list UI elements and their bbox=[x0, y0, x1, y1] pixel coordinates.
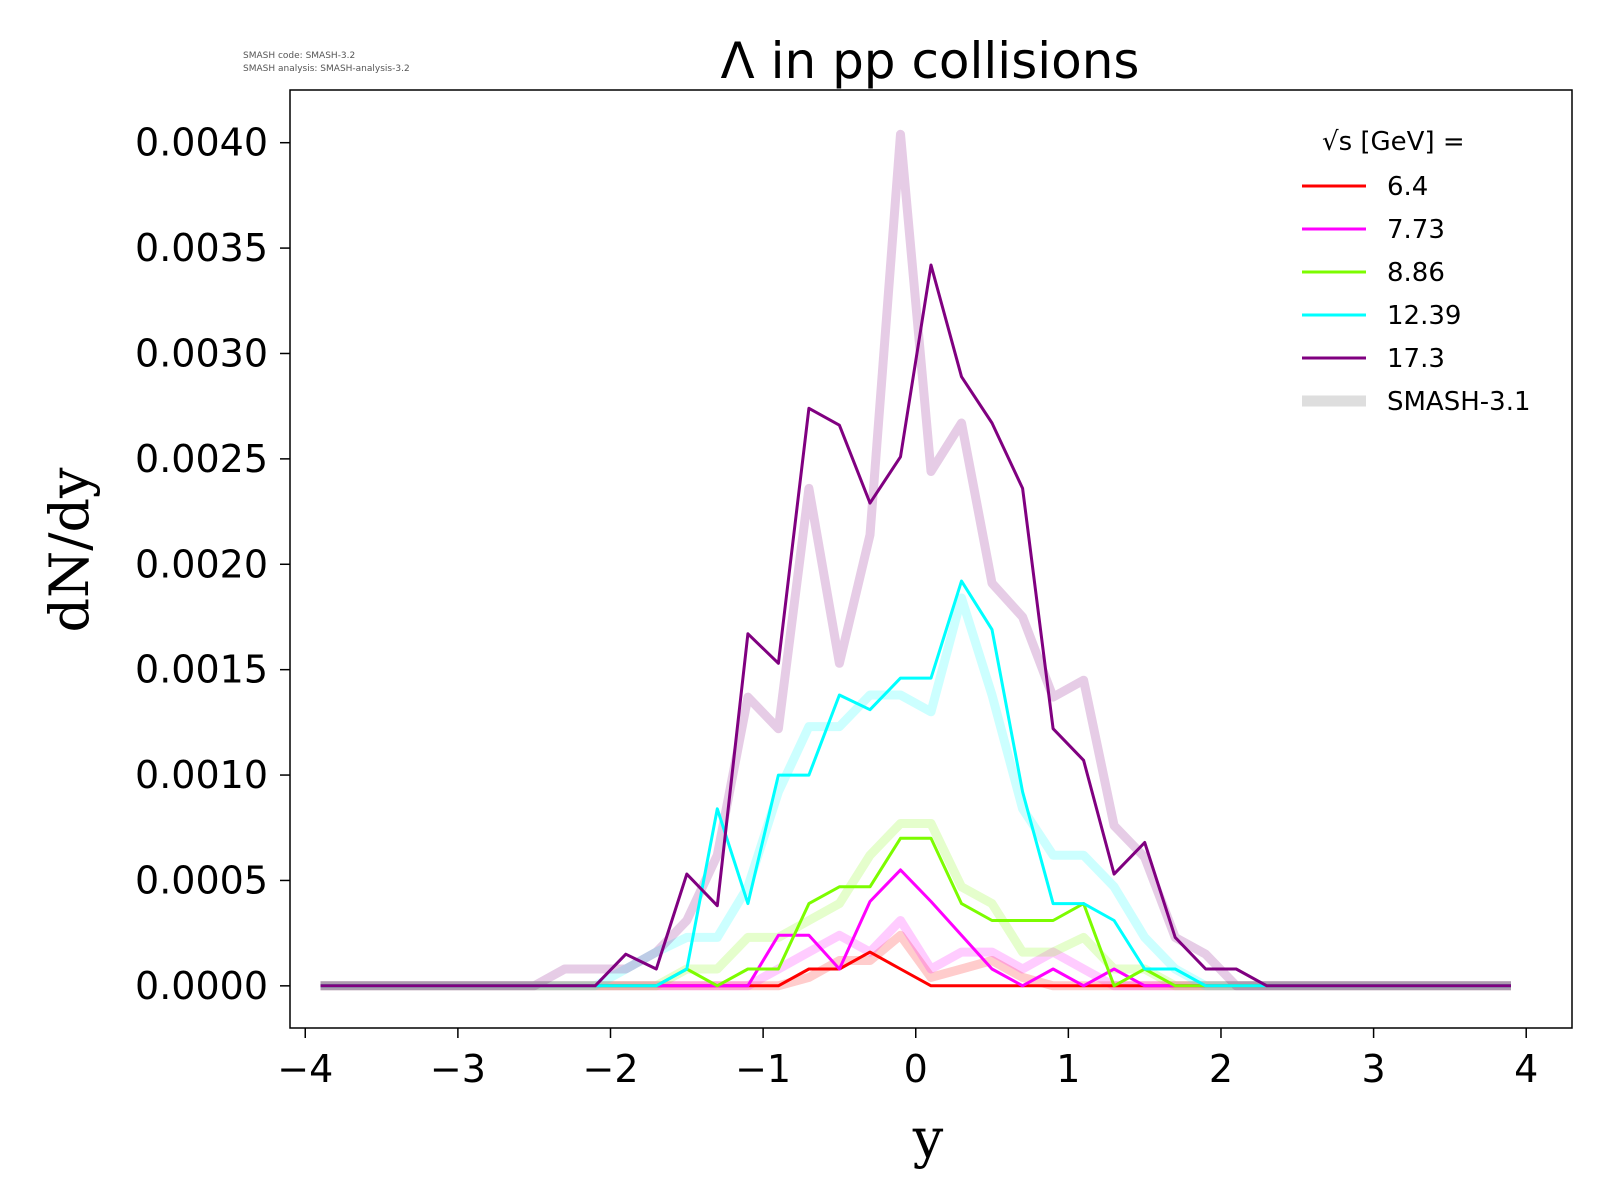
y-tick-label: 0.0015 bbox=[135, 648, 268, 692]
series-line-3 bbox=[320, 579, 1511, 988]
legend-label-2: 8.86 bbox=[1387, 258, 1445, 288]
legend: √s [GeV] = 6.4 7.73 8.86 12.39 17.3 SMASH-3.1 bbox=[1302, 127, 1531, 417]
x-axis: −4 −3 −2 −1 0 1 2 3 4 bbox=[277, 1028, 1538, 1091]
version-info-analysis: SMASH analysis: SMASH-analysis-3.2 bbox=[243, 64, 410, 74]
legend-label-3: 12.39 bbox=[1387, 301, 1461, 331]
y-tick-label: 0.0040 bbox=[135, 121, 268, 165]
legend-label-5: SMASH-3.1 bbox=[1387, 387, 1531, 417]
reference-series-line-4 bbox=[320, 129, 1511, 991]
chart-title: Λ in pp collisions bbox=[721, 32, 1140, 90]
x-tick-label: −4 bbox=[277, 1047, 333, 1091]
y-tick-label: 0.0025 bbox=[135, 437, 268, 481]
x-tick-label: 4 bbox=[1514, 1047, 1538, 1091]
x-tick-label: −2 bbox=[582, 1047, 638, 1091]
series-line-4 bbox=[320, 263, 1511, 988]
reference-series-line-3 bbox=[320, 593, 1511, 991]
x-tick-label: 1 bbox=[1056, 1047, 1080, 1091]
legend-label-1: 7.73 bbox=[1387, 215, 1445, 245]
legend-label-0: 6.4 bbox=[1387, 172, 1428, 202]
legend-title: √s [GeV] = bbox=[1322, 127, 1465, 157]
legend-label-4: 17.3 bbox=[1387, 344, 1445, 374]
x-axis-label: y bbox=[912, 1107, 944, 1170]
series-group bbox=[320, 263, 1511, 988]
plot-frame bbox=[289, 89, 1573, 1029]
x-tick-label: 2 bbox=[1209, 1047, 1233, 1091]
x-tick-label: 0 bbox=[904, 1047, 928, 1091]
x-tick-label: −1 bbox=[735, 1047, 791, 1091]
y-axis-label: dN/dy bbox=[38, 467, 101, 633]
y-tick-label: 0.0000 bbox=[135, 964, 268, 1008]
legend-entries: 6.4 7.73 8.86 12.39 17.3 SMASH-3.1 bbox=[1302, 172, 1531, 417]
y-tick-label: 0.0005 bbox=[135, 858, 268, 902]
version-info-code: SMASH code: SMASH-3.2 bbox=[243, 51, 355, 61]
y-tick-label: 0.0035 bbox=[135, 226, 268, 270]
y-tick-label: 0.0030 bbox=[135, 331, 268, 375]
y-axis: 0.0000 0.0005 0.0010 0.0015 0.0020 0.0025 0.00… bbox=[135, 121, 290, 1008]
x-tick-label: −3 bbox=[430, 1047, 486, 1091]
y-tick-label: 0.0010 bbox=[135, 753, 268, 797]
y-tick-label: 0.0020 bbox=[135, 542, 268, 586]
reference-series-group bbox=[320, 129, 1511, 991]
x-tick-label: 3 bbox=[1362, 1047, 1386, 1091]
series-line-1 bbox=[320, 868, 1511, 988]
